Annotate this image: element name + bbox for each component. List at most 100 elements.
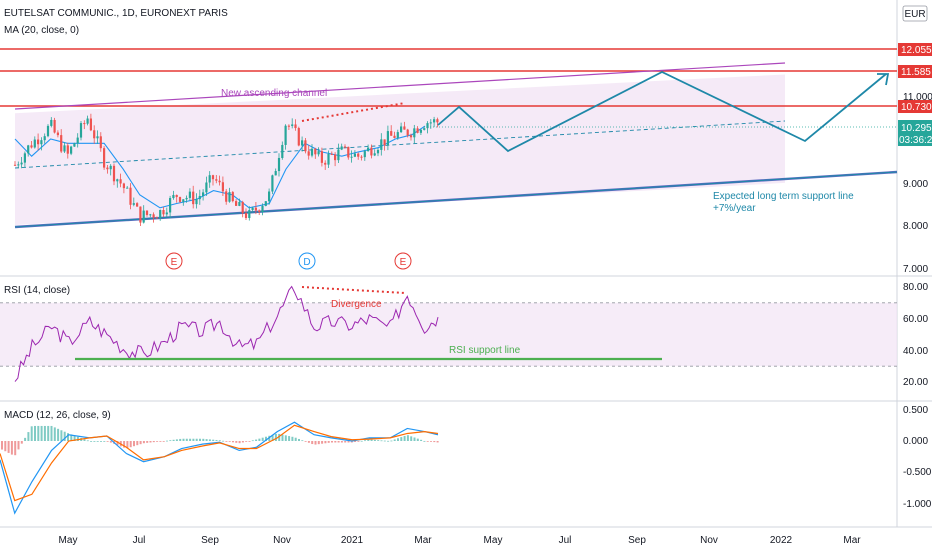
candle-body[interactable] [343, 146, 347, 148]
candle-body[interactable] [20, 162, 23, 165]
event-marker-dividend[interactable]: D [298, 252, 316, 270]
candle-body[interactable] [66, 145, 69, 154]
candle-body[interactable] [96, 136, 99, 139]
candle-body[interactable] [122, 183, 125, 189]
candle-body[interactable] [149, 214, 152, 216]
candle-body[interactable] [37, 139, 40, 145]
candle-body[interactable] [287, 125, 290, 127]
candle-body[interactable] [291, 124, 294, 126]
candle-body[interactable] [17, 164, 20, 166]
candle-body[interactable] [241, 201, 244, 214]
candle-body[interactable] [175, 194, 178, 198]
candle-body[interactable] [357, 153, 360, 157]
candle-body[interactable] [370, 147, 373, 156]
candle-body[interactable] [172, 194, 175, 199]
candle-body[interactable] [165, 212, 168, 215]
candle-body[interactable] [360, 156, 363, 158]
candle-body[interactable] [89, 118, 92, 131]
candle-body[interactable] [258, 210, 261, 212]
event-marker-earnings-2[interactable]: E [394, 252, 412, 270]
candle-body[interactable] [162, 210, 165, 215]
candle-body[interactable] [393, 135, 396, 138]
candle-body[interactable] [409, 135, 413, 138]
currency-button[interactable]: EUR [902, 5, 928, 22]
candle-body[interactable] [202, 192, 205, 196]
candle-body[interactable] [327, 153, 330, 165]
candle-body[interactable] [136, 203, 139, 207]
candle-body[interactable] [294, 124, 297, 129]
candle-body[interactable] [324, 162, 327, 165]
candle-body[interactable] [169, 198, 172, 213]
candle-body[interactable] [145, 210, 149, 215]
candle-body[interactable] [330, 153, 333, 155]
candle-body[interactable] [195, 199, 198, 205]
candle-body[interactable] [198, 195, 201, 200]
candle-body[interactable] [274, 171, 277, 176]
candle-body[interactable] [310, 148, 314, 156]
candle-body[interactable] [43, 136, 46, 141]
candle-body[interactable] [383, 139, 386, 146]
candle-body[interactable] [373, 153, 376, 156]
candle-body[interactable] [192, 191, 195, 205]
candle-body[interactable] [337, 149, 340, 161]
candle-body[interactable] [268, 191, 271, 202]
candle-body[interactable] [178, 197, 182, 202]
candle-body[interactable] [367, 147, 370, 152]
candle-body[interactable] [103, 148, 106, 168]
candle-body[interactable] [188, 191, 191, 198]
candle-body[interactable] [436, 119, 439, 123]
candle-body[interactable] [251, 207, 254, 211]
candle-body[interactable] [426, 123, 429, 129]
candle-body[interactable] [284, 125, 287, 145]
candle-body[interactable] [317, 151, 320, 155]
candle-body[interactable] [376, 149, 380, 154]
candle-body[interactable] [301, 140, 304, 146]
candle-body[interactable] [126, 187, 129, 189]
candle-body[interactable] [155, 217, 158, 219]
candle-body[interactable] [429, 122, 432, 124]
candle-body[interactable] [419, 129, 422, 133]
candle-body[interactable] [23, 153, 26, 163]
candle-body[interactable] [238, 201, 241, 206]
rsi-divergence-line[interactable] [301, 286, 406, 294]
candle-body[interactable] [60, 135, 63, 152]
candle-body[interactable] [119, 179, 122, 184]
candle-body[interactable] [221, 182, 224, 192]
candle-body[interactable] [231, 192, 234, 202]
candle-body[interactable] [152, 214, 155, 218]
candle-body[interactable] [363, 151, 366, 158]
candle-body[interactable] [400, 126, 403, 133]
candle-body[interactable] [386, 131, 389, 146]
candle-body[interactable] [50, 119, 53, 126]
candle-body[interactable] [76, 137, 79, 144]
candle-body[interactable] [79, 123, 83, 138]
candle-body[interactable] [27, 145, 30, 154]
candle-body[interactable] [235, 201, 238, 206]
candle-body[interactable] [297, 128, 300, 146]
candle-body[interactable] [307, 151, 310, 156]
candle-body[interactable] [46, 125, 50, 137]
candle-body[interactable] [413, 128, 416, 138]
candle-body[interactable] [116, 179, 119, 182]
channel-mid-line[interactable] [14, 120, 786, 169]
candle-body[interactable] [63, 145, 66, 152]
candle-body[interactable] [215, 179, 218, 181]
candle-body[interactable] [132, 203, 135, 205]
candle-body[interactable] [211, 175, 215, 180]
candle-body[interactable] [271, 175, 274, 192]
candle-body[interactable] [350, 156, 353, 158]
candle-body[interactable] [159, 210, 162, 219]
candle-body[interactable] [380, 139, 383, 150]
candle-body[interactable] [406, 129, 409, 136]
candle-body[interactable] [254, 207, 257, 211]
candle-body[interactable] [129, 187, 132, 205]
candle-body[interactable] [347, 146, 350, 158]
projection-path[interactable] [437, 70, 887, 153]
candle-body[interactable] [248, 210, 251, 219]
candle-body[interactable] [53, 119, 56, 133]
candle-body[interactable] [403, 126, 406, 130]
candle-body[interactable] [218, 180, 221, 183]
candle-body[interactable] [109, 165, 112, 170]
candle-body[interactable] [86, 118, 89, 124]
